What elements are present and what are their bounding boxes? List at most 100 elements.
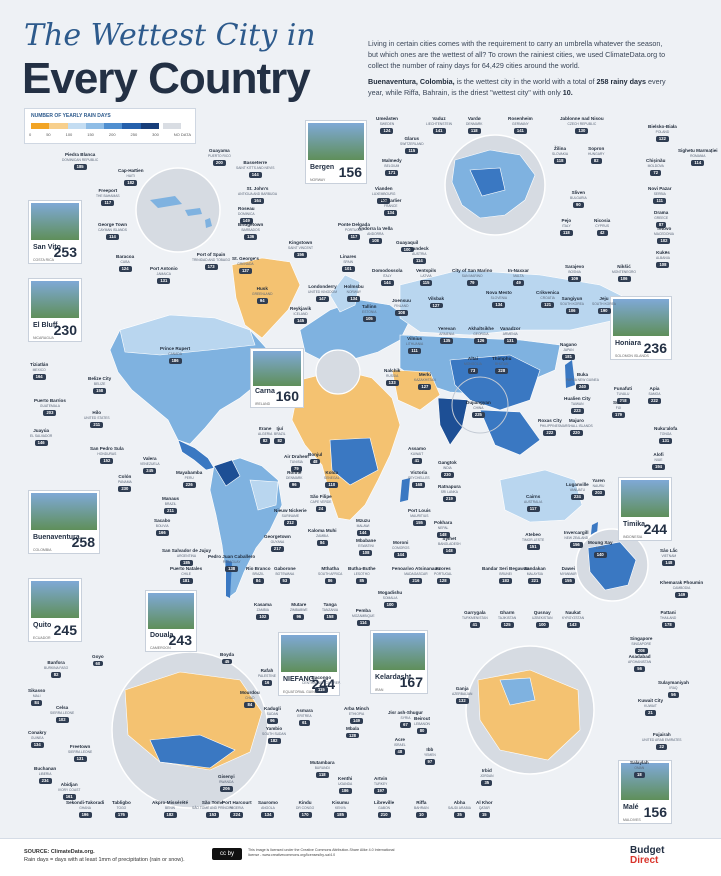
rain-days-value: 53 bbox=[279, 578, 291, 584]
legend-tick: 150 bbox=[87, 132, 94, 137]
city-label: Guayaquil 100 bbox=[396, 240, 418, 253]
city-name: Moung Xay bbox=[588, 540, 613, 545]
photo-city: Buenaventura bbox=[33, 534, 80, 541]
rain-days-value: 111 bbox=[653, 198, 667, 204]
photo-city: Timika bbox=[623, 521, 646, 528]
city-photo bbox=[31, 281, 79, 319]
city-label: Nuku'alofa TONGA 131 bbox=[654, 426, 677, 444]
colombia-shape bbox=[213, 459, 241, 487]
southeast-asia-shape bbox=[479, 409, 541, 456]
city-label: Domodossola ITALY 144 bbox=[372, 268, 402, 286]
country-name: VIETNAM bbox=[661, 553, 677, 558]
rain-days-value: 226 bbox=[182, 482, 196, 488]
country-name: PERU bbox=[184, 475, 194, 480]
photo-city: Carna bbox=[255, 388, 275, 395]
city-name: Bielsko-Biała bbox=[648, 124, 677, 129]
legend-title: NUMBER OF YEARLY RAIN DAYS bbox=[31, 113, 111, 119]
city-label: Sandakan MALAYSIA 221 bbox=[524, 566, 546, 584]
city-label: Umeåsten SWEDEN 124 bbox=[376, 116, 398, 134]
city-name: Londonderry bbox=[308, 284, 337, 289]
legend-swatch bbox=[140, 123, 159, 129]
city-name: Nuku'alofa bbox=[654, 426, 678, 431]
country-name: COMOROS bbox=[392, 545, 410, 550]
city-name: Freeport bbox=[98, 188, 118, 193]
city-label: Kaloma Muhi ZAMBIA 84 bbox=[308, 528, 337, 546]
country-name: SPAIN bbox=[343, 259, 353, 264]
country-name: VENEZUELA bbox=[140, 461, 160, 466]
city-label: Buchanan LIBERIA 234 bbox=[34, 766, 56, 784]
rain-days-value: 234 bbox=[38, 778, 52, 784]
city-name: Buchanan bbox=[34, 766, 57, 771]
city-name: Jeju bbox=[599, 296, 609, 301]
country-name: PALESTINE bbox=[258, 673, 276, 678]
city-label: Sekondi-Takoradi GHANA 196 bbox=[66, 800, 104, 818]
city-label: Jeju SOUTH KOREA 190 bbox=[592, 296, 616, 314]
rain-days-value: 144 bbox=[356, 530, 370, 536]
rain-days-value: 221 bbox=[528, 578, 542, 584]
city-name: Guayama bbox=[209, 148, 230, 153]
country-name: SURINAME bbox=[281, 513, 300, 518]
city-name: Funafuti bbox=[614, 386, 633, 391]
city-name: Merki bbox=[418, 372, 431, 377]
legend-tick: 200 bbox=[108, 132, 116, 137]
legend-swatch bbox=[49, 123, 68, 129]
city-name: Abidjan bbox=[60, 782, 78, 787]
country-name: MEXICO bbox=[32, 367, 46, 372]
rain-days-value: 118 bbox=[560, 230, 573, 236]
city-name: Kukës bbox=[656, 250, 670, 255]
city-name: Yerevan bbox=[438, 326, 456, 331]
country-name: RUSSIA bbox=[386, 373, 399, 378]
city-name: Apia bbox=[649, 386, 660, 391]
city-label: Yerevan ARMENIA 135 bbox=[438, 326, 456, 344]
rain-days-value: 82 bbox=[274, 438, 286, 444]
country-name: PAPUA NEW GUINEA bbox=[566, 377, 599, 382]
rain-days-value: 35 bbox=[481, 780, 493, 786]
city-label: Port of Spain TRINIDAD AND TOBAGO 173 bbox=[192, 252, 230, 270]
city-label: Drama GREECE 87 bbox=[654, 210, 668, 228]
country-name: VANUATU bbox=[569, 487, 585, 492]
rain-days-value: 111 bbox=[408, 348, 421, 354]
city-name: Port Harcourt bbox=[222, 800, 252, 805]
rain-days-value: 135 bbox=[440, 338, 454, 344]
city-label: Dujiangyan CHINA 225 bbox=[466, 400, 491, 418]
city-label: Alofi NIUE 194 bbox=[652, 452, 665, 470]
country-name: HONDURAS bbox=[97, 451, 117, 456]
rain-days-value: 203 bbox=[43, 410, 57, 416]
country-name: ISRAEL bbox=[394, 742, 406, 747]
rain-days-value: 127 bbox=[429, 302, 443, 309]
city-name: Baracoa bbox=[116, 254, 135, 259]
city-label: Kenthi UGANDA 186 bbox=[338, 776, 352, 794]
city-name: Asadabad bbox=[628, 654, 651, 659]
city-name: Garrygala bbox=[464, 610, 486, 615]
photo-city: San Vito bbox=[33, 244, 61, 251]
rain-days-value: 67 bbox=[400, 722, 411, 728]
city-name: Vanadzor bbox=[500, 326, 521, 331]
city-name: Bandar Seri Begawan bbox=[482, 566, 530, 571]
city-name: Vilsbak bbox=[428, 296, 445, 301]
city-name: Sâo Lắc bbox=[660, 548, 678, 553]
rain-days-value: 134 bbox=[30, 742, 44, 748]
canada-shape bbox=[119, 314, 256, 356]
city-name: Goyo bbox=[92, 654, 104, 659]
city-label: Kukës ALBANIA 108 bbox=[656, 250, 670, 268]
country-name: BELIZE bbox=[93, 381, 106, 386]
rain-days-value: 185 bbox=[180, 560, 194, 566]
country-name: BRAZIL bbox=[252, 571, 265, 576]
city-label: Sulaymaniyah IRAQ 56 bbox=[658, 680, 689, 698]
city-label: Pokhara NEPAL 148 bbox=[434, 520, 452, 538]
city-label: Beirout LEBANON 80 bbox=[414, 716, 430, 734]
country-name: UNITED KINGDOM bbox=[308, 289, 337, 294]
country-name: GEORGIA bbox=[473, 331, 489, 336]
city-label: Ratnapura SRI LANKA 219 bbox=[438, 484, 461, 502]
city-name: Altai bbox=[467, 356, 478, 361]
country-name: CANADA bbox=[168, 351, 182, 356]
city-label: Colón PANAMA 230 bbox=[118, 474, 132, 492]
city-name: Port Antonio bbox=[150, 266, 178, 271]
city-label: Asadabad AFGHANISTAN 56 bbox=[628, 654, 651, 672]
city-label: Valera VENEZUELA 245 bbox=[140, 456, 160, 474]
city-name: Invercargill bbox=[564, 530, 589, 535]
city-name: Artvin bbox=[374, 776, 388, 781]
country-name: RWANDA bbox=[219, 779, 234, 784]
rain-days-value: 117 bbox=[347, 234, 361, 240]
rain-days-value: 80 bbox=[416, 728, 428, 734]
